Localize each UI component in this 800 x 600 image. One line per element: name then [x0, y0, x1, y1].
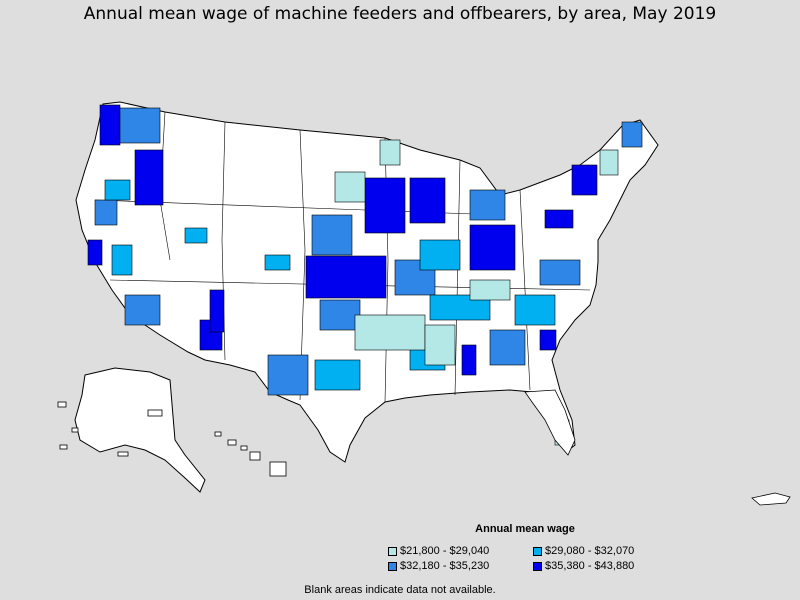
region-virginia — [539, 259, 581, 286]
legend-item-1: $21,800 - $29,040 — [388, 545, 489, 557]
legend-swatch-3 — [388, 561, 397, 571]
region-alabama — [461, 344, 477, 376]
footnote: Blank areas indicate data not available. — [304, 584, 496, 596]
region-oklahoma — [319, 299, 361, 331]
legend-title: Annual mean wage — [475, 523, 575, 535]
region-dakota — [334, 171, 366, 203]
florida-peninsula — [524, 389, 576, 456]
region-arkansas — [354, 314, 426, 351]
wage-regions — [87, 104, 643, 446]
region-oregon — [104, 179, 131, 201]
legend-swatch-2 — [533, 546, 542, 556]
region-sc — [539, 329, 557, 351]
legend-label-2: $29,080 - $32,070 — [545, 545, 635, 557]
legend-label-3: $32,180 - $35,230 — [400, 560, 490, 572]
region-vermont — [599, 149, 619, 176]
legend-label-4: $35,380 - $43,880 — [545, 560, 635, 572]
map-title: Annual mean wage of machine feeders and … — [83, 4, 717, 24]
region-nebraska — [311, 214, 353, 256]
region-iowa — [419, 239, 461, 271]
legend-label-1: $21,800 - $29,040 — [400, 545, 490, 557]
region-georgia — [489, 329, 526, 366]
legend-item-2: $29,080 - $32,070 — [533, 545, 634, 557]
legend-swatch-4 — [533, 561, 542, 571]
puerto-rico-shape — [751, 492, 791, 506]
region-pennsylvania — [544, 209, 574, 229]
region-ohio — [469, 224, 516, 271]
region-texas-east — [314, 359, 361, 391]
region-texas-west — [267, 354, 309, 396]
hawaii-islands — [214, 431, 287, 477]
region-maine — [621, 121, 643, 148]
region-california-north — [94, 199, 118, 226]
region-wisconsin — [409, 177, 446, 224]
region-kentucky — [469, 279, 511, 301]
region-minnesota — [364, 177, 406, 234]
region-ny — [571, 164, 598, 196]
legend-swatch-1 — [388, 546, 397, 556]
region-nevada-edge — [184, 227, 208, 244]
region-upper-mi — [379, 139, 401, 166]
region-sierra — [111, 244, 133, 276]
alaska-islands — [57, 401, 163, 457]
legend-item-4: $35,380 - $43,880 — [533, 560, 634, 572]
region-colorado — [264, 254, 291, 271]
region-kansas — [305, 255, 387, 299]
region-eastern-oregon — [134, 149, 164, 206]
region-michigan — [469, 189, 506, 221]
region-new-mexico — [209, 289, 225, 333]
region-pacific-nw — [99, 104, 121, 146]
region-socal — [124, 294, 161, 326]
region-carolina — [514, 294, 556, 326]
alaska-shape — [74, 367, 206, 493]
region-washington — [119, 107, 161, 144]
region-mississippi — [424, 324, 456, 366]
legend-item-3: $32,180 - $35,230 — [388, 560, 489, 572]
region-california-bay — [87, 239, 103, 266]
